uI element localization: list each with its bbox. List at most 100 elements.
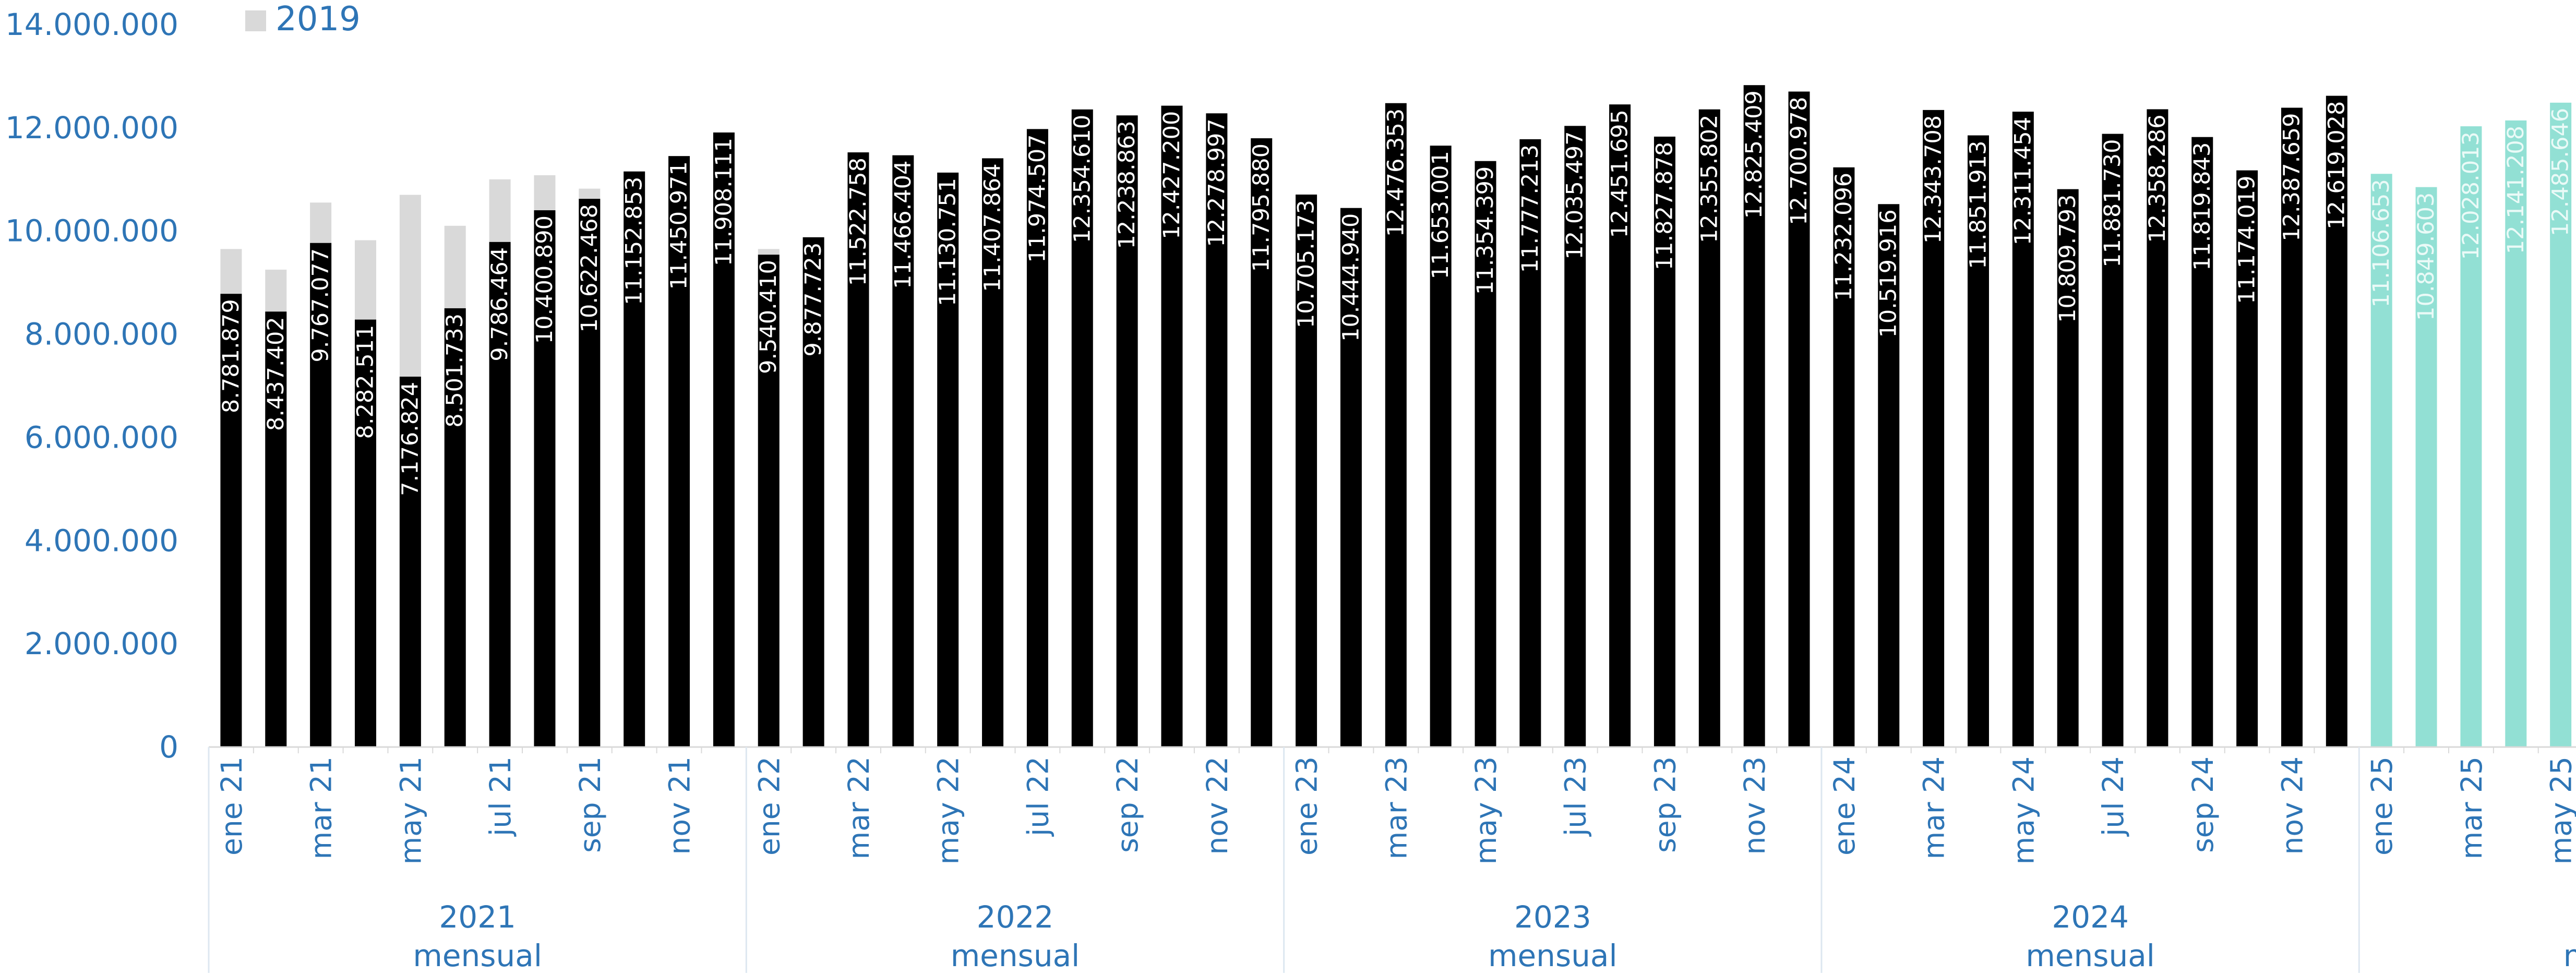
data-label: 11.106.653: [2368, 179, 2394, 307]
bar-actual: [2057, 189, 2079, 747]
x-tick-label: nov 23: [1738, 756, 1771, 855]
data-label: 12.427.200: [1159, 111, 1185, 239]
bar-actual: [220, 294, 242, 747]
group-period-label: mensual: [2026, 938, 2155, 973]
bar-actual: [1071, 109, 1093, 747]
data-labels: 8.781.879 8.437.402 9.767.077 8.282.511 7.17…: [218, 90, 2574, 496]
data-label: 11.152.853: [621, 177, 648, 305]
group-year-label: 2021: [439, 899, 516, 935]
data-label: 12.700.978: [1786, 97, 1812, 225]
x-tick-label: sep 22: [1111, 756, 1144, 853]
x-tick-label: nov 21: [663, 756, 697, 855]
data-label: 11.174.019: [2234, 176, 2260, 304]
bar-actual: [1833, 167, 1855, 747]
bar-projection: [2505, 120, 2527, 747]
data-label: 11.908.111: [711, 138, 737, 266]
x-tick-label: may 25: [2545, 756, 2576, 864]
bar-actual: [1385, 103, 1407, 748]
x-tick-label: mar 25: [2455, 756, 2488, 859]
y-tick-label: 12.000.000: [5, 110, 178, 146]
data-label: 12.451.695: [1607, 110, 1633, 238]
y-tick-label: 0: [159, 729, 178, 765]
x-tick-label: jul 23: [1559, 756, 1592, 837]
bar-actual: [2191, 137, 2213, 747]
legend-swatch-2019: [245, 10, 266, 31]
data-label: 12.355.802: [1696, 115, 1722, 243]
bar-actual: [2012, 112, 2034, 748]
bar-actual: [892, 155, 914, 747]
data-label: 12.028.013: [2458, 131, 2484, 260]
data-label: 10.444.940: [1338, 213, 1364, 342]
bar-actual: [1519, 139, 1541, 747]
data-label: 10.400.890: [532, 215, 558, 344]
data-label: 12.141.208: [2503, 126, 2529, 254]
x-tick-label: jul 24: [2096, 756, 2130, 837]
data-label: 12.358.286: [2144, 114, 2171, 243]
data-label: 10.622.468: [577, 204, 603, 332]
data-label: 10.849.603: [2413, 192, 2439, 321]
bar-actual: [1026, 129, 1048, 747]
x-tick-label: sep 21: [573, 756, 607, 853]
bar-projection: [2415, 187, 2437, 747]
data-label: 12.278.997: [1204, 118, 1230, 247]
data-label: 12.619.028: [2323, 101, 2350, 230]
bar-actual: [1206, 113, 1228, 748]
x-tick-label: mar 21: [305, 756, 338, 859]
legend-label-2019: 2019: [275, 0, 361, 39]
x-tick-label: ene 25: [2365, 756, 2399, 856]
y-axis: 0 2.000.000 4.000.000 6.000.000 8.000.000 10.…: [5, 7, 178, 765]
data-label: 12.387.659: [2279, 113, 2305, 242]
y-tick-label: 8.000.000: [25, 317, 178, 352]
y-tick-label: 2.000.000: [25, 626, 178, 661]
y-tick-label: 10.000.000: [5, 213, 178, 249]
bar-actual: [355, 319, 377, 747]
bar-actual: [624, 171, 645, 747]
bar-actual: [2326, 95, 2347, 748]
bar-actual: [534, 210, 556, 747]
bar-actual: [265, 311, 287, 747]
data-label: 11.827.878: [1651, 142, 1678, 270]
bar-actual: [579, 199, 601, 748]
data-label: 11.354.399: [1472, 166, 1499, 295]
bar-actual: [713, 132, 735, 747]
data-label: 9.540.410: [756, 260, 782, 374]
bar-projection: [2550, 102, 2572, 748]
bar-actual: [937, 172, 959, 747]
data-label: 12.238.863: [1114, 121, 1140, 249]
group-period-label: mensual: [951, 938, 1080, 973]
bar-actual: [444, 308, 466, 747]
bar-actual: [1296, 194, 1317, 747]
x-tick-label: nov 22: [1201, 756, 1234, 855]
data-label: 8.282.511: [353, 325, 379, 439]
group-year-label: 2023: [1514, 899, 1591, 935]
x-tick-label: jul 21: [484, 756, 517, 837]
bar-actual: [1116, 115, 1138, 747]
data-label: 11.851.913: [1965, 141, 1991, 269]
bar-actual: [982, 158, 1004, 748]
bar-actual: [1430, 146, 1452, 747]
bar-actual: [758, 255, 780, 747]
x-tick-label: mar 22: [842, 756, 876, 859]
data-label: 12.035.497: [1562, 131, 1588, 259]
bar-actual: [1564, 126, 1586, 748]
data-label: 8.781.879: [218, 299, 244, 413]
bar-actual: [399, 377, 421, 747]
data-label: 12.485.646: [2548, 108, 2574, 236]
data-label: 12.343.708: [1921, 115, 1947, 244]
data-label: 7.176.824: [397, 382, 423, 496]
bar-actual: [1698, 109, 1720, 747]
data-label: 11.232.096: [1831, 173, 1857, 301]
data-label: 11.881.730: [2100, 139, 2126, 268]
x-tick-label: ene 23: [1290, 756, 1324, 856]
bar-actual: [1967, 135, 1989, 747]
data-label: 9.786.464: [487, 247, 513, 362]
data-label: 12.825.409: [1741, 90, 1767, 219]
bar-actual: [489, 242, 511, 747]
x-tick-label: may 23: [1469, 756, 1503, 864]
x-tick-label: ene 24: [1828, 756, 1861, 856]
bar-actual: [847, 152, 869, 747]
data-label: 11.653.001: [1428, 151, 1454, 279]
data-label: 11.466.404: [890, 161, 916, 289]
bar-actual: [2147, 109, 2168, 748]
